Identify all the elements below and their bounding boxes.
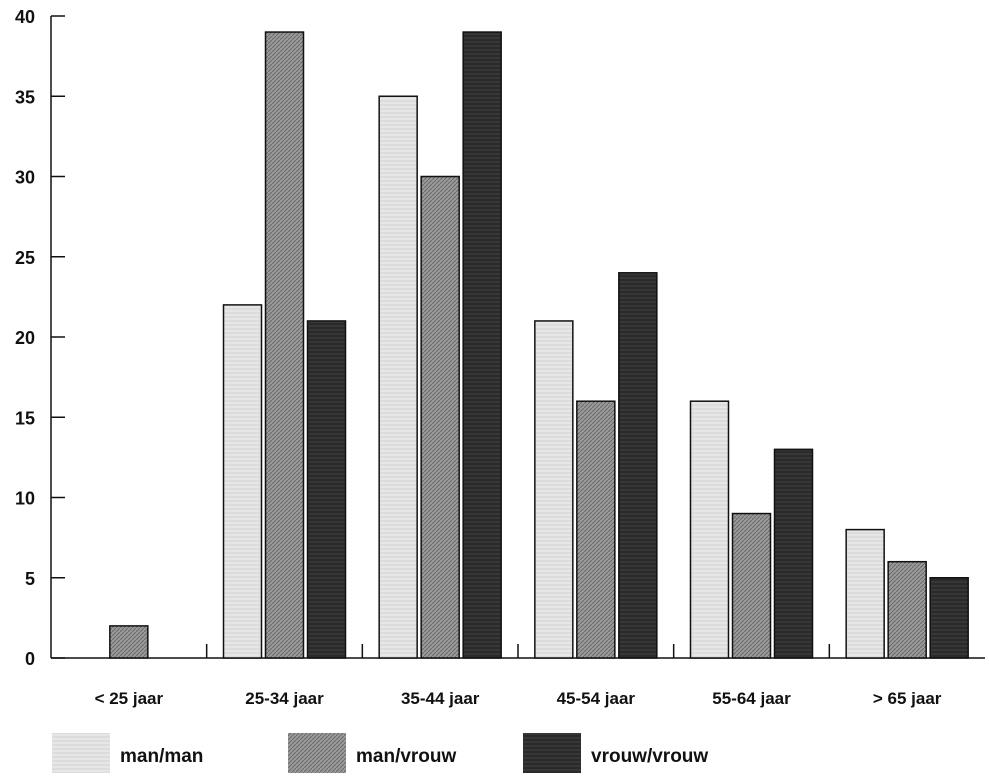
legend-label: vrouw/vrouw (591, 746, 708, 767)
legend: man/man man/vrouw vrouw/vrouw (52, 733, 708, 773)
y-tick-label: 20 (15, 328, 35, 348)
bar-man-vrouw-2 (420, 175, 460, 659)
bars (109, 31, 969, 659)
bar-man-man-3 (534, 320, 574, 659)
y-tick-label: 40 (15, 7, 35, 27)
y-tick-label: 35 (15, 87, 35, 107)
y-tick-label: 15 (15, 408, 35, 428)
x-category-label: 35-44 jaar (401, 689, 480, 708)
bar-vrouw-vrouw-3 (618, 272, 658, 659)
x-category-label: > 65 jaar (873, 689, 942, 708)
y-tick-label: 30 (15, 168, 35, 188)
bar-vrouw-vrouw-2 (462, 31, 502, 659)
y-tick-label: 10 (15, 489, 35, 509)
legend-label: man/man (120, 746, 203, 767)
bar-man-man-5 (845, 528, 885, 659)
x-category-label: < 25 jaar (95, 689, 164, 708)
bar-man-man-4 (689, 400, 730, 659)
x-category-label: 45-54 jaar (557, 689, 636, 708)
legend-swatch (523, 733, 581, 773)
y-tick-label: 25 (15, 248, 35, 268)
legend-swatch (52, 733, 110, 773)
legend-swatch (288, 733, 346, 773)
y-tick-label: 0 (25, 649, 35, 669)
x-category-label: 55-64 jaar (712, 689, 791, 708)
y-tick-label: 5 (25, 569, 35, 589)
legend-label: man/vrouw (356, 746, 457, 767)
bar-vrouw-vrouw-5 (929, 577, 969, 659)
bar-vrouw-vrouw-4 (773, 448, 814, 659)
bar-man-vrouw-0 (109, 625, 149, 659)
bar-man-man-1 (222, 304, 263, 659)
y-axis: 0 5 10 15 20 25 30 35 40 (15, 7, 65, 669)
bar-man-vrouw-1 (264, 31, 305, 659)
bar-vrouw-vrouw-1 (306, 320, 347, 659)
bar-man-vrouw-4 (731, 512, 772, 659)
x-axis: < 25 jaar 25-34 jaar 35-44 jaar 45-54 jaar 5… (51, 644, 985, 708)
bar-man-vrouw-5 (887, 560, 927, 659)
bar-man-vrouw-3 (576, 400, 616, 659)
bar-man-man-2 (378, 95, 418, 659)
x-category-label: 25-34 jaar (245, 689, 324, 708)
